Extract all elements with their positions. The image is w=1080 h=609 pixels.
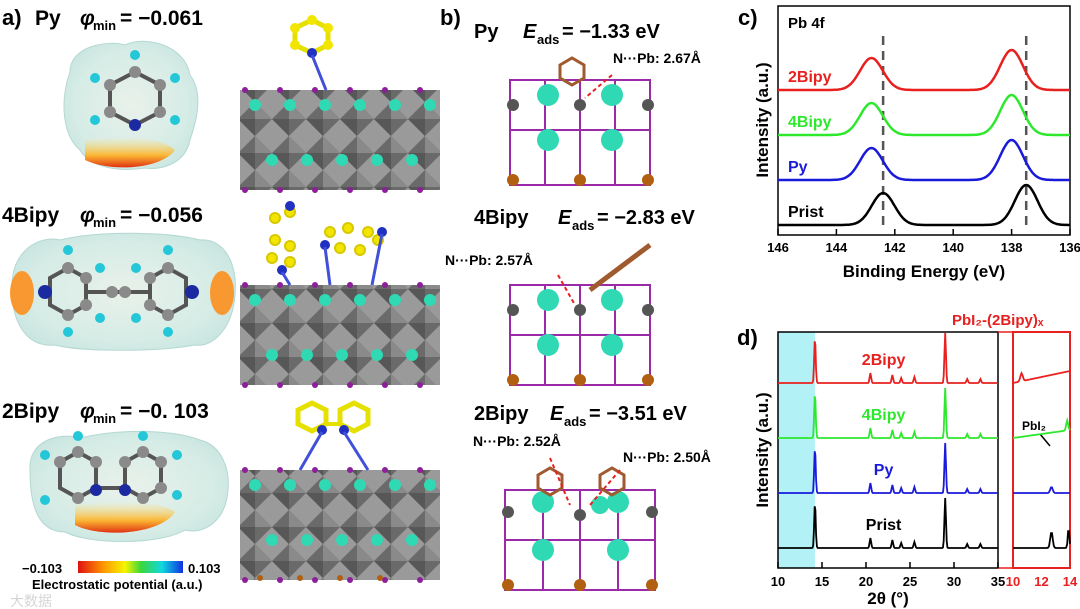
inset-arrow: [1039, 433, 1051, 447]
panel-a-label: a): [2, 5, 22, 30]
colorbar-gradient: [78, 561, 183, 573]
xps-ylabel: Intensity (a.u.): [753, 62, 772, 177]
eads-symbol-2bipy: E: [550, 403, 564, 425]
xrd-ylabel: Intensity (a.u.): [753, 392, 772, 507]
xrd-inset-xtick-label: 14: [1063, 574, 1078, 589]
phi-sub-2bipy: min: [93, 411, 116, 426]
eads-value-2bipy: = −3.51 eV: [589, 403, 688, 425]
colorbar-title: Electrostatic potential (a.u.): [32, 577, 202, 592]
xrd-xtick-label: 15: [815, 574, 829, 589]
xrd-xtick-label: 30: [947, 574, 961, 589]
xps-xtick-label: 140: [942, 240, 964, 255]
eads-symbol-4bipy: E: [558, 207, 572, 229]
slab-4bipy: [240, 201, 440, 388]
phi-sub-py: min: [93, 18, 116, 33]
xrd-legend-4bipy: 4Bipy: [862, 407, 906, 424]
panel-b-label: b): [440, 5, 461, 30]
xrd-series-4bipy: [778, 387, 998, 439]
slab-py: [240, 15, 440, 193]
panel-a: a) Py φ min = −0.061 4Bipy φ min = −0.05…: [2, 5, 440, 609]
eads-sub-2bipy: ads: [564, 414, 586, 429]
panel-a-py-name: Py: [35, 7, 61, 30]
xps-series-py: [778, 138, 1070, 182]
xrd-inset-frame: [1012, 331, 1071, 569]
xps-xtick-label: 138: [1001, 240, 1023, 255]
xps-legend-prist: Prist: [788, 204, 824, 221]
eads-sub-4bipy: ads: [572, 218, 594, 233]
phi-value-py: = −0.061: [120, 7, 203, 30]
watermark: 大数据: [10, 593, 52, 609]
xrd-xlabel: 2θ (°): [867, 589, 909, 608]
xrd-xtick-label: 35: [991, 574, 1005, 589]
xps-title: Pb 4f: [788, 15, 826, 32]
eads-symbol-py: E: [523, 21, 537, 43]
mep-4bipy-surface: [10, 232, 236, 351]
colorbar-max-label: 0.103: [188, 561, 221, 576]
slab-2bipy: [240, 400, 440, 583]
panel-b-py-name: Py: [474, 21, 499, 43]
xrd-legend-py: Py: [874, 462, 894, 479]
mep-2bipy-surface: [29, 430, 229, 542]
xrd-legend-prist: Prist: [866, 517, 902, 534]
xrd-plot-frame: [777, 331, 999, 569]
xps-xtick-label: 144: [826, 240, 848, 255]
slab-side-2bipy: [502, 457, 658, 591]
xrd-xtick-label: 20: [859, 574, 873, 589]
xps-plot-frame: [777, 5, 1071, 236]
phi-sub-4bipy: min: [93, 215, 116, 230]
xrd-series-prist: [778, 497, 998, 549]
xrd-inset-xtick-label: 12: [1034, 574, 1048, 589]
inset-title: PbI₂-(2Bipy)ₓ: [952, 312, 1044, 329]
panel-b-4bipy-name: 4Bipy: [474, 207, 529, 229]
xps-xtick-label: 142: [884, 240, 906, 255]
xps-legend-4bipy: 4Bipy: [788, 114, 832, 131]
panel-a-2bipy-name: 2Bipy: [2, 400, 60, 423]
xps-xtick-label: 146: [767, 240, 789, 255]
phi-symbol-py: φ: [80, 7, 95, 30]
xps-series-4bipy: [778, 93, 1070, 137]
bond-2bipy-2: N···Pb: 2.50Å: [623, 449, 711, 465]
xrd-highlight-region: [778, 332, 815, 568]
eads-sub-py: ads: [537, 32, 559, 47]
colorbar: −0.103 0.103 Electrostatic potential (a.…: [22, 561, 221, 592]
bond-4bipy: N···Pb: 2.57Å: [445, 252, 533, 268]
xps-xlabel: Binding Energy (eV): [843, 262, 1005, 281]
xrd-xtick-label: 10: [771, 574, 785, 589]
inset-annotation: PbI₂: [1022, 419, 1046, 433]
xrd-xtick-label: 25: [903, 574, 917, 589]
panel-b: b) Py E ads = −1.33 eV N···Pb: 2.67Å 4Bi…: [440, 5, 711, 591]
phi-value-2bipy: = −0. 103: [120, 400, 209, 423]
xps-series-2bipy: [778, 48, 1070, 92]
xps-legend-py: Py: [788, 159, 808, 176]
xrd-inset-xtick-label: 10: [1006, 574, 1020, 589]
xrd-chart: d) PbI₂-(2Bipy)ₓ PbI₂ 2θ (°) Intensity (…: [737, 312, 1078, 608]
panel-a-4bipy-name: 4Bipy: [2, 204, 60, 227]
xps-xtick-label: 136: [1059, 240, 1080, 255]
bond-2bipy-1: N···Pb: 2.52Å: [473, 433, 561, 449]
xrd-inset-series-prist: [1013, 530, 1071, 549]
phi-symbol-4bipy: φ: [80, 204, 95, 227]
xrd-series-2bipy: [778, 332, 998, 384]
eads-value-py: = −1.33 eV: [562, 21, 661, 43]
xrd-series-py: [778, 442, 998, 494]
panel-c-label: c): [738, 5, 758, 30]
xrd-inset-series-py: [1013, 486, 1070, 494]
slab-side-py: [507, 56, 654, 186]
bond-py: N···Pb: 2.67Å: [613, 50, 701, 66]
panel-d-label: d): [737, 325, 758, 350]
xrd-legend-2bipy: 2Bipy: [862, 352, 906, 369]
panel-b-2bipy-name: 2Bipy: [474, 403, 529, 425]
xps-legend-2bipy: 2Bipy: [788, 69, 832, 86]
xrd-inset-series-4bipy: [1012, 416, 1071, 439]
xps-chart: c) Pb 4f Binding Energy (eV) Intensity (…: [738, 5, 1080, 281]
xrd-inset-series-2bipy: [1012, 370, 1071, 384]
xps-series-prist: [778, 183, 1070, 227]
slab-side-4bipy: [507, 243, 654, 386]
colorbar-min-label: −0.103: [22, 561, 62, 576]
eads-value-4bipy: = −2.83 eV: [597, 207, 696, 229]
phi-value-4bipy: = −0.056: [120, 204, 203, 227]
phi-symbol-2bipy: φ: [80, 400, 95, 423]
mep-py-surface: [63, 40, 199, 170]
